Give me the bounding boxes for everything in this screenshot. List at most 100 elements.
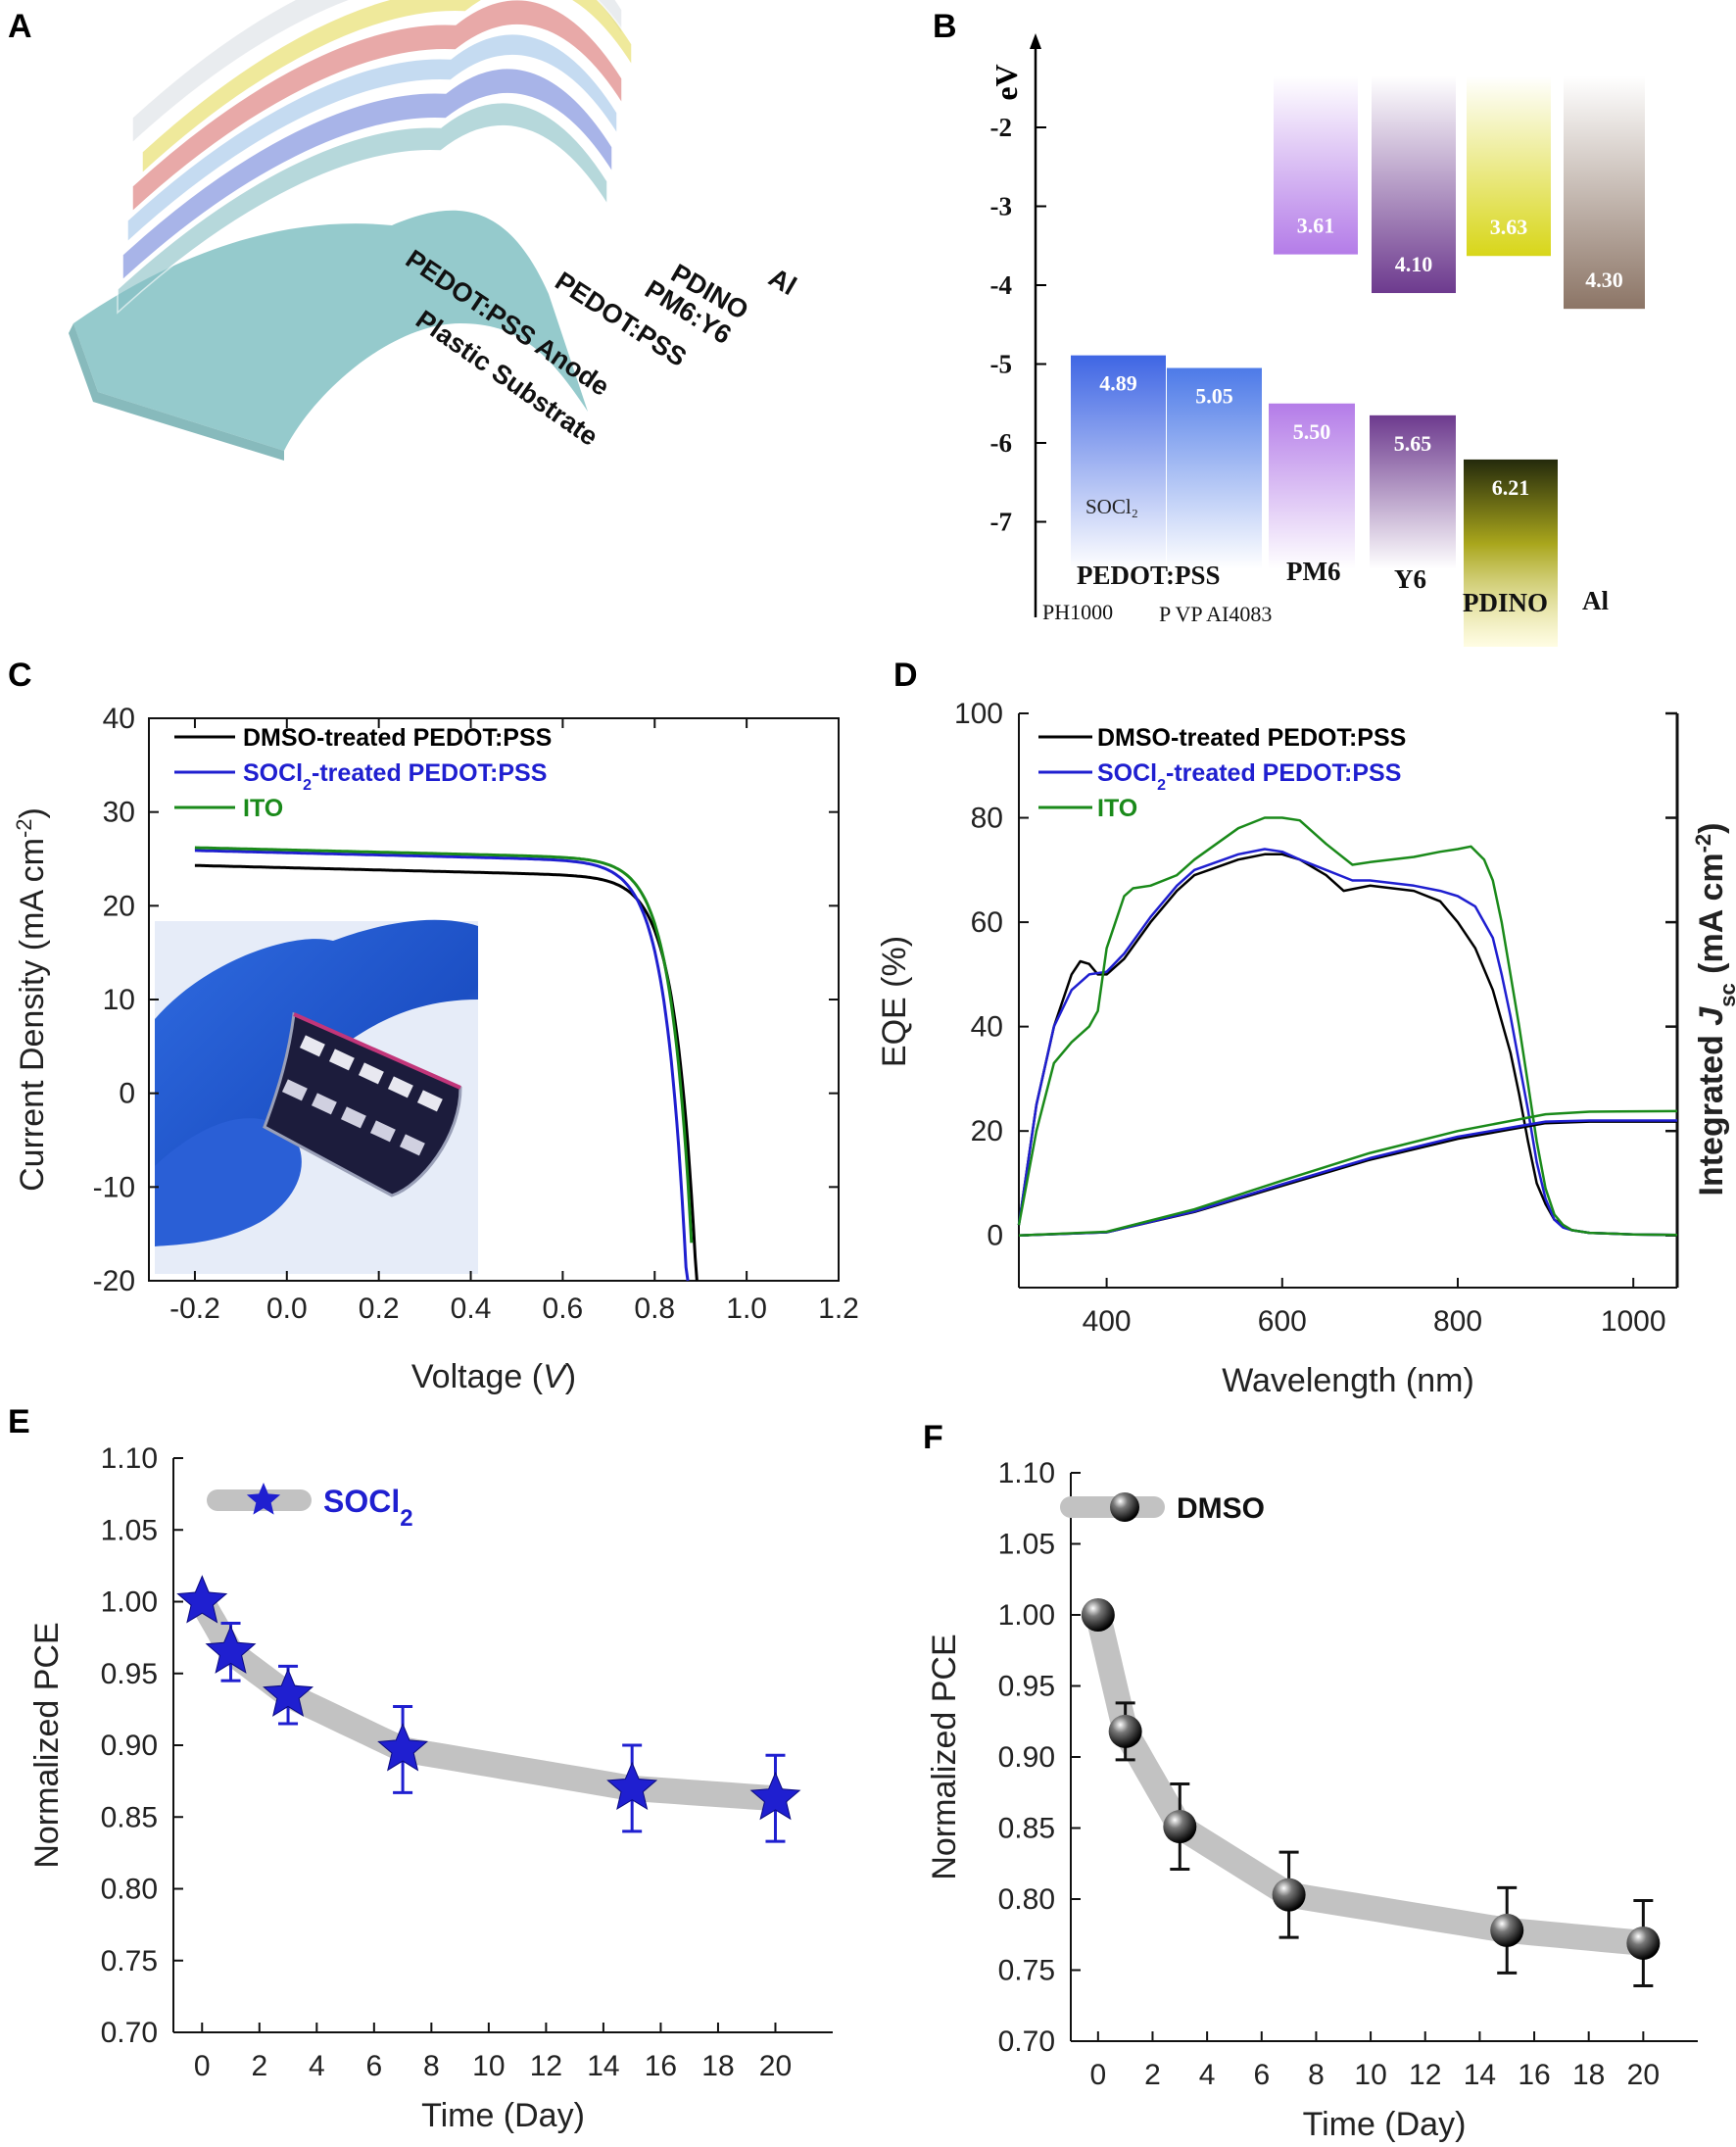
legend-sphere <box>1110 1492 1139 1522</box>
x-axis-label: Wavelength (nm) <box>1222 1362 1474 1399</box>
y-tick-label: 10 <box>103 984 135 1016</box>
glove-thumb <box>155 1118 302 1246</box>
device-electrode <box>369 1120 396 1143</box>
data-sphere <box>1163 1810 1197 1844</box>
x-tick-label: 8 <box>423 2050 440 2082</box>
x-axis-label: Time (Day) <box>421 2097 585 2134</box>
eqe-curve <box>1017 853 1678 1237</box>
y-tick-label: 100 <box>954 698 1003 730</box>
x-tick-label: 16 <box>1518 2059 1550 2091</box>
y-tick-label: 20 <box>971 1115 1003 1147</box>
y-axis-label: Current Density (mA cm-2) <box>12 807 52 1192</box>
eqe-curve <box>1017 848 1678 1237</box>
eqe-curves <box>1017 816 1678 1237</box>
lumo-bar-y6 <box>1372 75 1456 294</box>
stability-socl2-axes: 0 2 4 6 8 10 12 14 16 18 20 0.70 0.75 0.80 0.85 0.90 0.9… <box>28 1442 833 2134</box>
y-tick-label: 1.10 <box>998 1457 1055 1489</box>
panel-label-d: D <box>893 657 918 694</box>
legend-star <box>246 1483 281 1515</box>
y-tick-label: 1.05 <box>101 1514 158 1546</box>
legend-label: DMSO-treated PEDOT:PSS <box>243 724 552 752</box>
panel-f: F 0 2 4 6 8 10 12 14 16 18 200.700.750.800.850.900… <box>923 1419 1698 2143</box>
layer-pedot-pss <box>126 33 618 244</box>
jv-curve <box>194 863 699 1282</box>
pvp-caption: P VP AI4083 <box>1159 602 1272 626</box>
y-tick-label: 0.75 <box>101 1945 158 1977</box>
y-tick-label: 30 <box>103 797 135 829</box>
pdino-caption: PDINO <box>1463 588 1548 617</box>
data-star <box>749 1771 801 1821</box>
lumo-bar-pdino <box>1467 75 1551 257</box>
x-axis-label: Voltage (V) <box>411 1358 576 1395</box>
al-caption: Al <box>1582 586 1609 615</box>
homo-value: 5.65 <box>1394 431 1432 456</box>
lumo-value: 3.61 <box>1297 214 1335 238</box>
panel-label-e: E <box>8 1403 30 1440</box>
y-tick-label: 1.00 <box>101 1586 158 1619</box>
data-star <box>263 1668 314 1717</box>
jv-curve <box>194 846 694 1244</box>
x-tick-label: -0.2 <box>169 1293 220 1325</box>
legend-label: DMSO-treated PEDOT:PSS <box>1097 724 1406 752</box>
x-tick-label: 2 <box>1144 2059 1161 2091</box>
x-tick-label: 1.0 <box>726 1293 767 1325</box>
data-sphere <box>1626 1926 1661 1960</box>
homo-bar <box>1464 459 1558 647</box>
data-sphere <box>1490 1913 1524 1947</box>
homo-value: 5.05 <box>1195 384 1233 409</box>
homo-bar <box>1167 367 1262 569</box>
energy-tick-label: -3 <box>990 192 1013 221</box>
panel-label-f: F <box>923 1419 943 1456</box>
panel-e: E 0 2 4 6 8 10 12 14 16 18 200.700.750.800.850.900… <box>8 1403 833 2134</box>
x-tick-label: 14 <box>1464 2059 1496 2091</box>
y-tick-label: 0.90 <box>101 1730 158 1762</box>
y-tick-label: 0.70 <box>101 2017 158 2049</box>
right-axis-label: Integrated Jsc (mA cm-2) <box>1691 823 1736 1196</box>
device-electrode <box>281 1079 308 1101</box>
y-axis-label: Normalized PCE <box>926 1634 963 1879</box>
y-tick-label: 0.95 <box>998 1671 1055 1703</box>
x-tick-label: 0 <box>194 2050 211 2082</box>
data-sphere <box>1272 1878 1306 1912</box>
x-tick-label: 10 <box>472 2050 505 2082</box>
device-electrode <box>340 1106 366 1129</box>
device-photo-inset <box>155 919 478 1274</box>
homo-value: 6.21 <box>1492 475 1530 500</box>
x-tick-label: 0.0 <box>266 1293 308 1325</box>
device-electrode <box>358 1062 384 1085</box>
stability-dmso-axes: 0 2 4 6 8 10 12 14 16 18 20 0.70 0.75 0.80 0.85 0.90 0.9… <box>926 1457 1698 2143</box>
x-tick-label: 600 <box>1258 1305 1307 1338</box>
y-tick-label: 40 <box>103 703 135 735</box>
x-tick-label: 0.6 <box>543 1293 584 1325</box>
energy-level-captions: SOCl₂ PEDOT:PSS PM6 Y6 PDINO Al PH1000 P… <box>1042 495 1609 626</box>
device-electrode <box>399 1134 425 1156</box>
socl2-caption: SOCl₂ <box>1085 495 1138 518</box>
homo-bar <box>1370 415 1456 569</box>
y-tick-label: 0.80 <box>101 1874 158 1906</box>
energy-ticks: -2 -3 -4 -5 -6 -7 <box>990 113 1046 537</box>
energy-tick-label: -4 <box>990 270 1013 300</box>
y-tick-label: 1.00 <box>998 1599 1055 1632</box>
x-tick-label: 0.4 <box>451 1293 492 1325</box>
eqe-curve <box>1018 1109 1678 1237</box>
y-tick-label: 0.80 <box>998 1883 1055 1916</box>
device-electrode <box>387 1076 413 1098</box>
y-tick-label: 0.90 <box>998 1741 1055 1774</box>
x-tick-label: 8 <box>1308 2059 1325 2091</box>
jv-axes: -0.2 0.0 0.2 0.4 0.6 0.8 1.0 1.2 -20 -10 0 10 20 30 40… <box>12 703 859 1395</box>
x-tick-label: 1000 <box>1601 1305 1666 1338</box>
x-tick-label: 18 <box>1572 2059 1605 2091</box>
layer-pdino <box>141 0 633 175</box>
legend-label: SOCl2 <box>323 1484 413 1532</box>
layer-pm6-y6 <box>131 0 623 214</box>
lumo-value: 4.30 <box>1585 268 1623 292</box>
device-electrode <box>416 1090 443 1112</box>
stability-dmso-plot: DMSO <box>1060 1492 1661 1987</box>
x-tick-label: 12 <box>1409 2059 1441 2091</box>
x-tick-label: 20 <box>759 2050 792 2082</box>
layer-label: Al <box>764 263 801 301</box>
homo-value: 4.89 <box>1099 371 1137 396</box>
ph1000-caption: PH1000 <box>1042 600 1113 624</box>
